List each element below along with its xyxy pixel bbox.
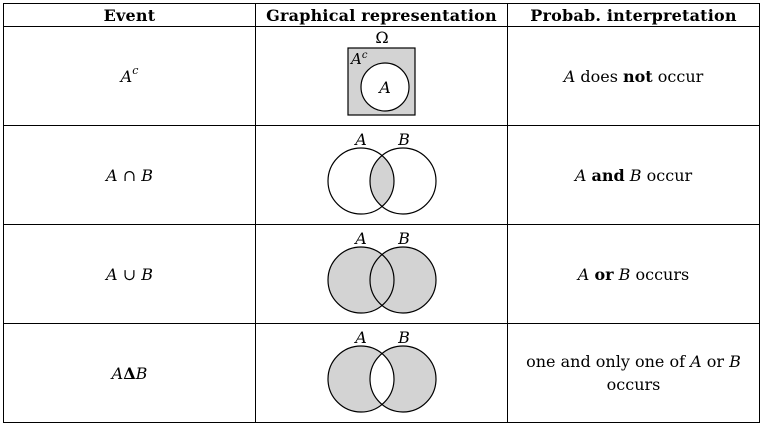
event-var: B — [135, 363, 148, 383]
set-b-circle — [369, 246, 437, 314]
intersection-diagram: A B — [327, 130, 437, 215]
table-row: A ∩ B A B A and B occur — [3, 125, 760, 225]
interp-var: B — [729, 352, 741, 371]
circle-a-label: A — [377, 78, 391, 97]
set-b-fill — [370, 247, 436, 313]
events-table: Event Graphical representation Probab. i… — [3, 3, 760, 423]
event-sup: c — [132, 64, 139, 78]
interp-var: B — [629, 165, 642, 185]
union-diagram: A B — [327, 229, 437, 314]
diagram-cell: A B — [255, 224, 508, 324]
event-var: A — [120, 66, 133, 86]
interp-text: one and only one of — [526, 352, 691, 371]
event-operator: Δ — [123, 363, 136, 383]
interp-line-2: occurs — [606, 375, 661, 394]
event-cell: A ∩ B — [3, 125, 256, 225]
event-var: A — [111, 363, 124, 383]
event-operator: ∪ — [122, 264, 137, 284]
complement-diagram: Ω Ac A — [347, 28, 416, 116]
event-var: B — [141, 264, 153, 284]
table-row: AΔB A B one and only one of A or B — [3, 323, 760, 423]
label-a: A — [353, 328, 367, 347]
set-a-circle — [327, 246, 395, 314]
label-a: A — [353, 229, 367, 248]
interp-cell: A or B occurs — [507, 224, 760, 324]
interp-var: A — [563, 66, 576, 86]
interp-bold: and — [591, 165, 625, 185]
interp-bold: not — [623, 66, 653, 86]
intersection-region — [370, 346, 394, 412]
table-row: Ac Ω Ac A A does not occur — [3, 26, 760, 126]
interp-line-1: one and only one of A or B — [508, 350, 759, 373]
interp-text: occur — [652, 66, 704, 86]
ac-label: Ac — [349, 50, 368, 68]
header-interpretation: Probab. interpretation — [507, 3, 760, 27]
interp-text: or — [701, 352, 730, 371]
header-row: Event Graphical representation Probab. i… — [3, 3, 760, 27]
event-var: A — [106, 264, 118, 284]
header-event: Event — [3, 3, 256, 27]
set-a-circle — [360, 62, 410, 112]
symdiff-diagram: A B — [327, 328, 437, 413]
intersection-region — [370, 148, 394, 214]
interp-var: B — [618, 264, 631, 284]
interp-cell: A does not occur — [507, 26, 760, 126]
table-row: A ∪ B A B A or B occurs — [3, 224, 760, 324]
set-b-circle — [369, 147, 437, 215]
label-b: B — [397, 328, 410, 347]
interp-bold: or — [594, 264, 614, 284]
label-a: A — [353, 130, 367, 149]
interp-var: A — [690, 352, 702, 371]
event-cell: Ac — [3, 26, 256, 126]
interp-text: occur — [641, 165, 693, 185]
interp-var: A — [577, 264, 590, 284]
interp-text: occurs — [630, 264, 690, 284]
set-a-circle — [327, 147, 395, 215]
event-var: B — [141, 165, 153, 185]
interp-cell: one and only one of A or B occurs — [507, 323, 760, 423]
label-b: B — [397, 229, 410, 248]
interp-var: A — [574, 165, 587, 185]
diagram-cell: A B — [255, 125, 508, 225]
event-operator: ∩ — [122, 165, 137, 185]
omega-label: Ω — [375, 28, 388, 47]
diagram-cell: A B — [255, 323, 508, 423]
header-graphical: Graphical representation — [255, 3, 508, 27]
diagram-cell: Ω Ac A — [255, 26, 508, 126]
label-b: B — [397, 130, 410, 149]
event-symbol: Ac — [120, 64, 139, 86]
event-cell: A ∪ B — [3, 224, 256, 324]
interp-cell: A and B occur — [507, 125, 760, 225]
event-var: A — [106, 165, 118, 185]
interp-text: does — [575, 66, 623, 86]
event-cell: AΔB — [3, 323, 256, 423]
